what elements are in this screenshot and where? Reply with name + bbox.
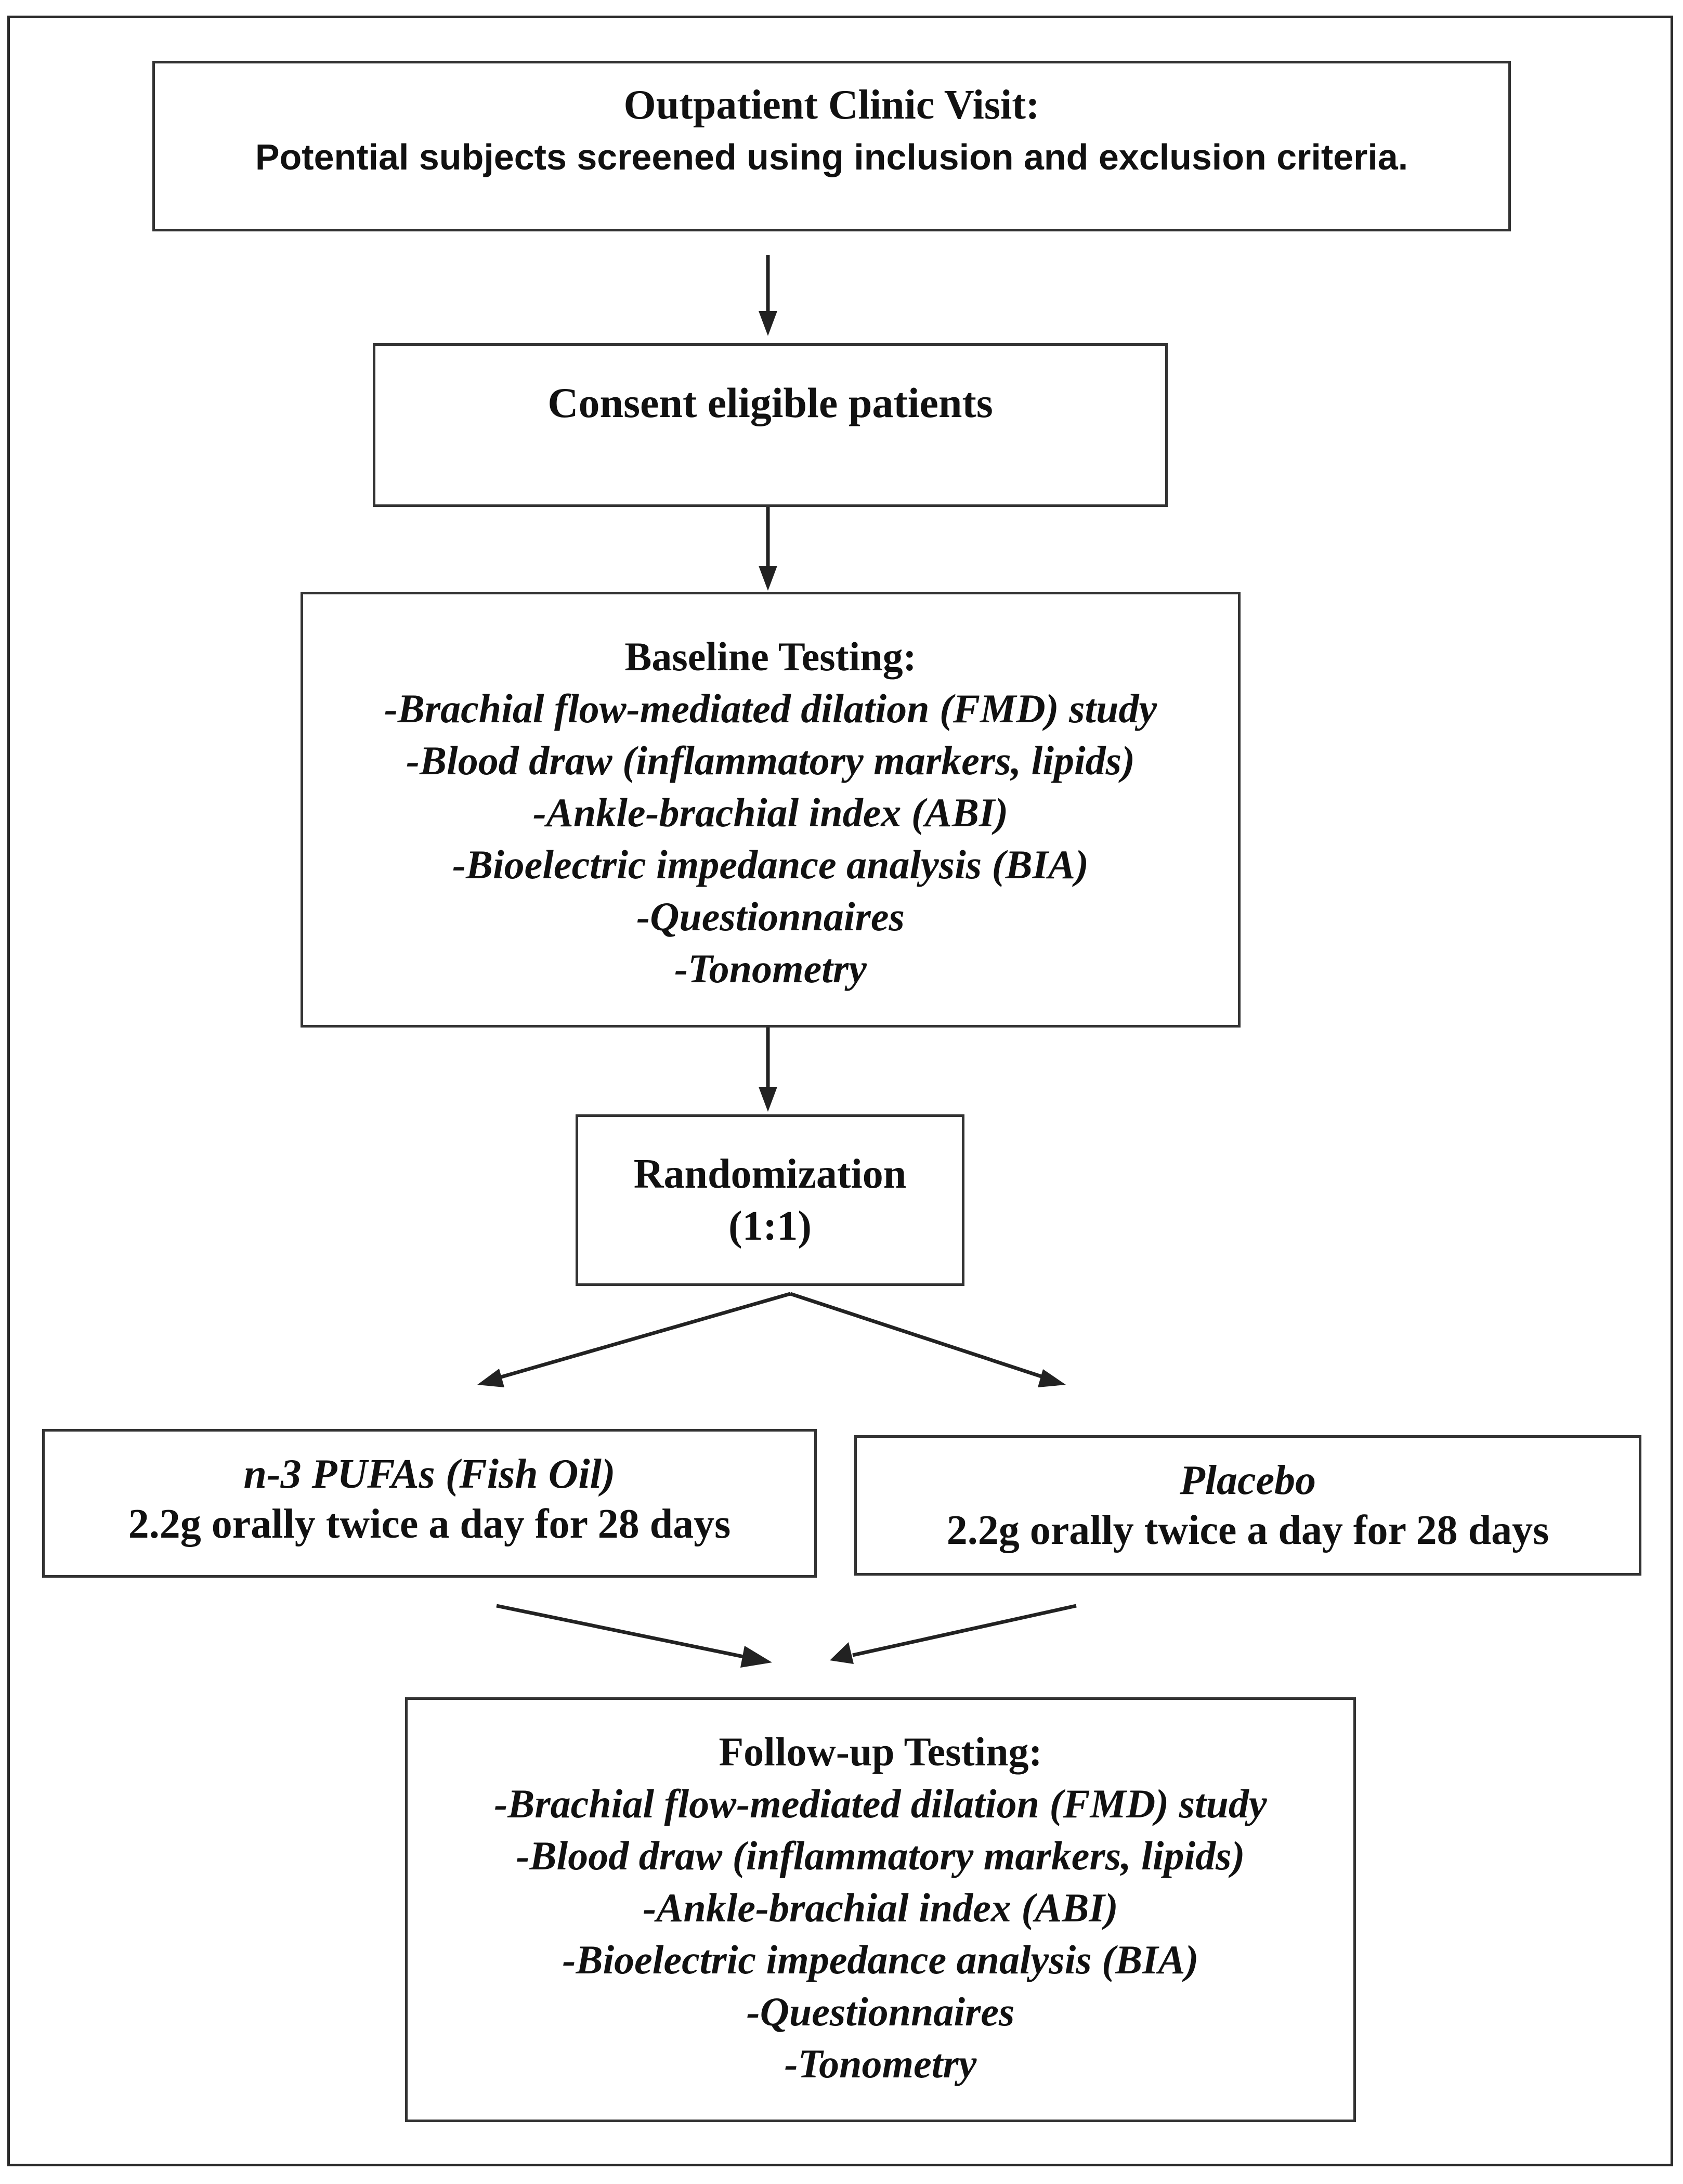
randomization-ratio: (1:1) (728, 1203, 812, 1249)
consent-box: Consent eligible patients (373, 343, 1168, 507)
followup-item-questionnaires: -Questionnaires (746, 1989, 1015, 2034)
followup-testing-title: Follow-up Testing: (719, 1729, 1042, 1774)
fish-oil-arm-box: n-3 PUFAs (Fish Oil) 2.2g orally twice a… (42, 1429, 817, 1578)
randomization-box: Randomization (1:1) (576, 1114, 964, 1286)
followup-item-blood-draw: -Blood draw (inflammatory markers, lipid… (516, 1833, 1245, 1878)
placebo-arm-dose: 2.2g orally twice a day for 28 days (946, 1507, 1549, 1553)
baseline-item-fmd: -Brachial flow-mediated dilation (FMD) s… (384, 686, 1157, 731)
figure-border (7, 16, 1673, 2166)
fish-oil-arm-name: n-3 PUFAs (Fish Oil) (243, 1451, 616, 1497)
arrow-placebo-to-followup (852, 1604, 1077, 1657)
baseline-item-abi: -Ankle-brachial index (ABI) (532, 790, 1009, 835)
arrowhead-placebo-to-followup (830, 1642, 854, 1664)
arrow-randomization-to-placebo (789, 1292, 1050, 1381)
fish-oil-arm-dose: 2.2g orally twice a day for 28 days (128, 1501, 731, 1547)
baseline-testing-title: Baseline Testing: (624, 634, 917, 679)
followup-item-tonometry: -Tonometry (784, 2041, 977, 2086)
baseline-item-bia: -Bioelectric impedance analysis (BIA) (452, 842, 1089, 887)
followup-item-fmd: -Brachial flow-mediated dilation (FMD) s… (494, 1781, 1267, 1826)
arrow-fishoil-to-followup (496, 1604, 749, 1660)
arrowhead-consent-to-baseline (759, 566, 777, 591)
placebo-arm-name: Placebo (1179, 1458, 1316, 1503)
outpatient-visit-box: Outpatient Clinic Visit: Potential subje… (152, 61, 1511, 231)
baseline-item-questionnaires: -Questionnaires (636, 894, 905, 939)
outpatient-visit-title: Outpatient Clinic Visit: (623, 82, 1040, 128)
arrowhead-randomization-to-fishoil (477, 1369, 504, 1387)
arrow-randomization-to-fishoil (493, 1292, 791, 1381)
followup-item-bia: -Bioelectric impedance analysis (BIA) (562, 1937, 1199, 1982)
arrowhead-randomization-to-placebo (1038, 1369, 1066, 1387)
randomization-title: Randomization (633, 1151, 907, 1197)
arrowhead-visit-to-consent (759, 311, 777, 336)
arrowhead-fishoil-to-followup (740, 1646, 772, 1668)
followup-item-abi: -Ankle-brachial index (ABI) (643, 1885, 1118, 1930)
arrowhead-baseline-to-randomization (759, 1087, 777, 1112)
placebo-arm-box: Placebo 2.2g orally twice a day for 28 d… (854, 1435, 1641, 1576)
baseline-item-tonometry: -Tonometry (674, 946, 867, 991)
baseline-testing-box: Baseline Testing: -Brachial flow-mediate… (301, 592, 1241, 1028)
consent-label: Consent eligible patients (547, 379, 993, 426)
followup-testing-box: Follow-up Testing: -Brachial flow-mediat… (405, 1697, 1356, 2122)
outpatient-visit-subtitle: Potential subjects screened using inclus… (255, 137, 1408, 177)
baseline-item-blood-draw: -Blood draw (inflammatory markers, lipid… (406, 738, 1135, 783)
